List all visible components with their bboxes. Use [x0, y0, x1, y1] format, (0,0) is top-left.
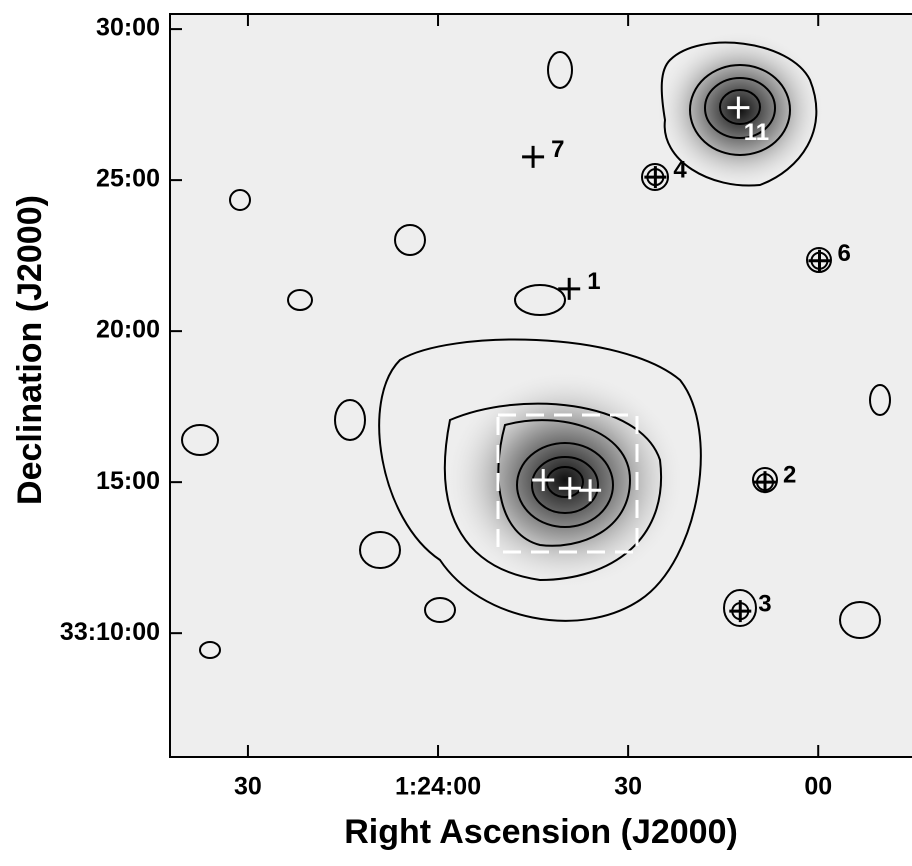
source-marker: [729, 600, 752, 623]
sky-image: [170, 14, 912, 757]
x-tick-label: 30: [234, 773, 262, 801]
source-label: 7: [551, 136, 564, 163]
zoom-box: [496, 413, 639, 554]
y-axis-title: Declination (J2000): [11, 195, 49, 505]
x-tick-label: 00: [804, 773, 832, 801]
marker-ring: [810, 251, 829, 270]
y-tick-label: 15:00: [96, 467, 160, 495]
y-tick-label: 33:10:00: [60, 618, 160, 646]
x-axis-title: Right Ascension (J2000): [344, 813, 738, 851]
source-label: 2: [783, 461, 796, 488]
source-marker: [558, 477, 581, 500]
source-marker: [727, 96, 750, 119]
marker-ring: [646, 168, 665, 187]
marker-ring: [731, 602, 750, 621]
source-marker: [522, 145, 545, 168]
x-tick-label: 1:24:00: [395, 773, 481, 801]
y-tick-label: 25:00: [96, 165, 160, 193]
source-marker: [753, 471, 776, 494]
source-label: 1: [587, 268, 600, 295]
source-label: 3: [758, 590, 771, 617]
y-tick-label: 30:00: [96, 14, 160, 42]
source-marker: [558, 277, 581, 300]
source-label: 6: [837, 240, 850, 267]
source-marker: [532, 469, 555, 492]
x-tick-label: 30: [614, 773, 642, 801]
plot-frame: [169, 13, 912, 758]
y-tick-label: 20:00: [96, 316, 160, 344]
source-label: 4: [673, 156, 687, 183]
source-marker: [808, 249, 831, 272]
source-marker: [644, 166, 667, 189]
source-marker: [579, 479, 602, 502]
source-label: 11: [744, 119, 769, 146]
marker-ring: [755, 473, 774, 492]
